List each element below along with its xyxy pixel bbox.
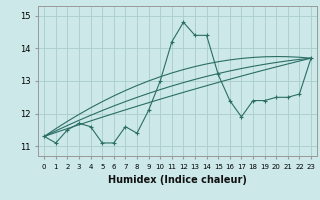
X-axis label: Humidex (Indice chaleur): Humidex (Indice chaleur) [108,175,247,185]
